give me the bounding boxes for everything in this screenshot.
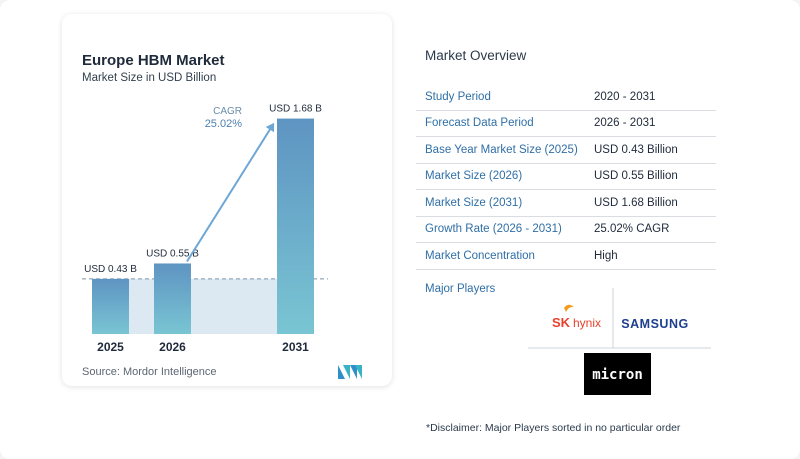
data-label: USD 0.55 B bbox=[146, 248, 199, 259]
overview-value: 2020 - 2031 bbox=[594, 90, 656, 103]
sk-hynix-logo: SK hynix bbox=[552, 304, 601, 330]
overview-key: Market Size (2031) bbox=[425, 196, 523, 209]
source-note: Source: Mordor Intelligence bbox=[82, 366, 217, 378]
overview-value: High bbox=[594, 249, 618, 262]
overview-row: Forecast Data Period 2026 - 2031 bbox=[416, 111, 716, 137]
x-tick-label: 2026 bbox=[159, 340, 186, 354]
overview-key: Market Size (2026) bbox=[425, 170, 523, 183]
disclaimer: *Disclaimer: Major Players sorted in no … bbox=[426, 422, 681, 434]
x-tick-label: 2025 bbox=[97, 340, 124, 354]
chart-subtitle: Market Size in USD Billion bbox=[82, 72, 217, 84]
sk-hynix-name: hynix bbox=[573, 316, 601, 330]
x-tick-label: 2031 bbox=[282, 340, 309, 354]
overview-key: Study Period bbox=[425, 90, 491, 103]
overview-table: Study Period 2020 - 2031 Forecast Data Per… bbox=[416, 84, 716, 270]
cagr-arrow bbox=[186, 122, 275, 263]
bar-2026 bbox=[154, 263, 191, 334]
overview-key: Market Concentration bbox=[425, 249, 535, 262]
overview-value: USD 0.55 Billion bbox=[594, 170, 678, 183]
micron-logo-box bbox=[584, 353, 651, 395]
data-label: USD 0.43 B bbox=[84, 264, 137, 275]
cagr-value: 25.02% bbox=[205, 118, 243, 130]
players-title: Major Players bbox=[425, 283, 496, 295]
overview-row: Growth Rate (2026 - 2031) 25.02% CAGR bbox=[416, 217, 716, 243]
samsung-logo: SAMSUNG bbox=[621, 317, 688, 331]
chart-card: Europe HBM Market Market Size in USD Bil… bbox=[62, 14, 392, 386]
overview-value: USD 0.43 Billion bbox=[594, 143, 678, 156]
micron-logo: micron bbox=[592, 367, 643, 383]
overview-value: 25.02% CAGR bbox=[594, 223, 670, 236]
overview-row: Base Year Market Size (2025) USD 0.43 Bil… bbox=[416, 137, 716, 164]
mordor-logo-icon bbox=[338, 365, 362, 379]
overview-row: Market Size (2026) USD 0.55 Billion bbox=[416, 164, 716, 190]
overview-value: USD 1.68 Billion bbox=[594, 196, 678, 209]
overview-key: Growth Rate (2026 - 2031) bbox=[425, 223, 562, 236]
overview-row: Study Period 2020 - 2031 bbox=[416, 84, 716, 111]
overview-title: Market Overview bbox=[425, 48, 527, 63]
players-grid: SK hynix SAMSUNG micron bbox=[528, 288, 711, 395]
data-label: USD 1.68 B bbox=[269, 104, 322, 115]
bar-2025 bbox=[92, 278, 129, 334]
overview-row: Market Concentration High bbox=[416, 243, 716, 270]
bar-2031 bbox=[277, 118, 314, 335]
sk-hynix-mark: SK bbox=[552, 315, 571, 330]
bar-chart: USD 0.43 B 2025 USD 0.55 B 2026 USD 1.68 B 20… bbox=[82, 104, 328, 354]
overview-value: 2026 - 2031 bbox=[594, 117, 656, 130]
overview-row: Market Size (2031) USD 1.68 Billion bbox=[416, 190, 716, 217]
cagr-label: CAGR bbox=[213, 106, 242, 117]
overview-key: Base Year Market Size (2025) bbox=[425, 143, 578, 156]
chart-title: Europe HBM Market bbox=[82, 52, 225, 69]
sk-butterfly-icon bbox=[564, 304, 574, 312]
overview-key: Forecast Data Period bbox=[425, 117, 534, 130]
